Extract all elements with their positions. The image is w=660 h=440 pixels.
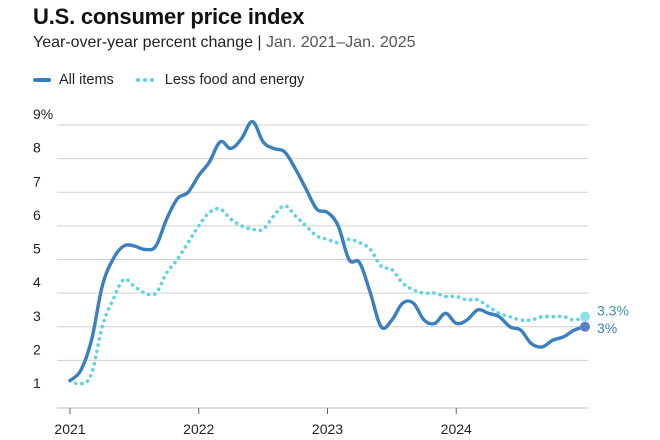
x-tick-label: 2022 — [183, 421, 214, 437]
y-tick-label: 5 — [33, 241, 41, 257]
chart-subtitle: Year-over-year percent change | Jan. 202… — [33, 34, 416, 52]
subtitle-range: Jan. 2021–Jan. 2025 — [266, 34, 416, 51]
y-tick-label: 2 — [33, 341, 41, 357]
y-tick-label: 8 — [33, 140, 41, 156]
y-tick-label: 1 — [33, 375, 41, 391]
end-marker-less-food-and-energy — [580, 311, 590, 322]
y-tick-label: 9% — [33, 106, 53, 122]
legend: All items Less food and energy — [33, 72, 326, 88]
y-tick-label: 6 — [33, 207, 41, 223]
end-marker-all-items — [580, 321, 590, 332]
legend-swatch-dotted-line-icon — [135, 78, 157, 82]
legend-item-core: Less food and energy — [135, 72, 305, 88]
end-markers: 3.3%3% — [580, 303, 629, 336]
legend-label-core: Less food and energy — [164, 72, 305, 88]
series-line-less-food-and-energy — [68, 203, 587, 386]
legend-label-all-items: All items — [59, 72, 114, 88]
subtitle-main: Year-over-year percent change — [33, 34, 253, 51]
subtitle-separator: | — [252, 34, 267, 51]
y-tick-label: 4 — [33, 274, 41, 290]
y-tick-label: 3 — [33, 308, 41, 324]
series-lines — [68, 119, 587, 386]
y-tick-label: 7 — [33, 173, 41, 189]
grid — [57, 124, 588, 409]
end-label-all-items: 3% — [597, 320, 617, 336]
x-axis-ticks: 2021 2022 2023 2024 — [54, 408, 472, 437]
x-tick-label: 2024 — [441, 421, 472, 437]
end-label-less-food-and-energy: 3.3% — [597, 303, 629, 319]
x-tick-label: 2023 — [312, 421, 343, 437]
x-tick-label: 2021 — [54, 421, 85, 437]
legend-item-all-items: All items — [33, 72, 114, 88]
y-axis-ticks: 1 2 3 4 5 6 7 8 9% — [33, 106, 53, 391]
legend-swatch-solid-line-icon — [33, 78, 51, 82]
series-line-all-items — [68, 119, 587, 383]
chart-title: U.S. consumer price index — [33, 4, 305, 29]
